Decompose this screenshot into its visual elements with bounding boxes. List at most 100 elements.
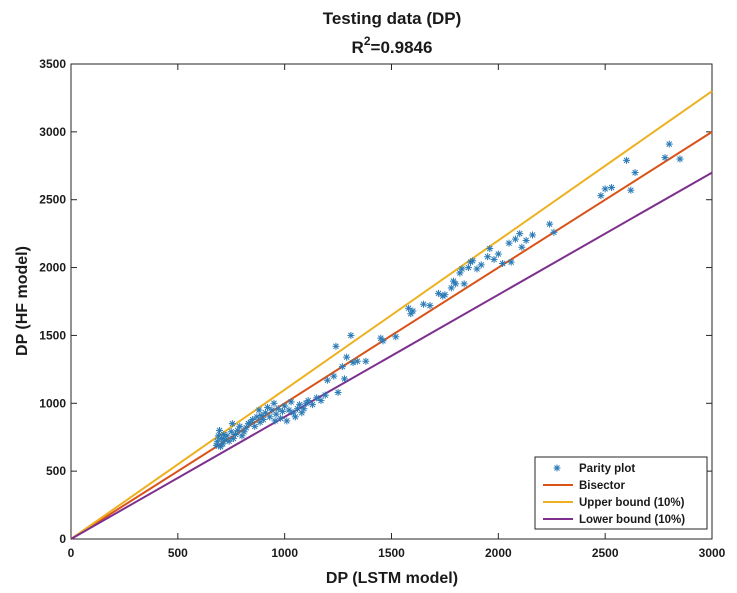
parity-point [379,337,387,345]
parity-point [213,437,221,445]
parity-point [236,422,244,430]
parity-point [522,236,530,244]
parity-point [494,250,502,258]
chart-title-line1: Testing data (DP) [323,9,462,28]
parity-point [308,401,316,409]
parity-point [511,235,519,243]
parity-point [266,413,274,421]
parity-point [460,280,468,288]
parity-point [330,372,338,380]
legend-label: Upper bound (10%) [579,497,685,509]
parity-point [340,375,348,383]
parity-point [271,417,279,425]
parity-point [486,245,494,253]
parity-point [313,394,321,402]
legend-item-bisector: Bisector [543,480,626,492]
x-tick-label: 500 [168,546,188,560]
parity-point [300,405,308,413]
parity-point [546,220,554,228]
x-tick-label: 1500 [378,546,405,560]
legend-marker [553,464,561,472]
parity-point [255,406,263,414]
y-tick-label: 3500 [39,57,66,71]
parity-point [287,398,295,406]
parity-point [362,357,370,365]
parity-point [661,154,669,162]
parity-point [279,407,287,415]
parity-point [608,184,616,191]
x-tick-label: 0 [68,546,75,560]
x-axis-label: DP (LSTM model) [326,570,458,587]
parity-point [291,413,299,421]
legend-box [534,456,708,530]
x-tick-label: 2500 [592,546,619,560]
parity-point [499,260,507,267]
parity-point [219,440,227,448]
parity-point [353,357,361,365]
parity-point [227,428,235,436]
parity-point [477,261,485,269]
parity-point [529,231,537,239]
legend-label: Bisector [579,480,626,492]
parity-point [458,265,466,273]
parity-point [323,376,331,384]
legend-item-lower-bound-10: Lower bound (10%) [543,514,685,526]
legend-item-parity-plot: Parity plot [553,463,635,475]
y-tick-label: 500 [46,464,66,478]
parity-point [392,333,400,341]
parity-point [317,397,325,405]
parity-point [665,140,673,148]
parity-point [223,432,231,440]
parity-point [426,302,434,310]
parity-point [272,410,280,418]
parity-point [676,155,684,163]
parity-point [420,300,428,308]
legend: Parity plot Bisector Upper bound (10%) Lowe… [534,456,708,530]
parity-point [469,257,477,265]
parity-point [343,353,351,361]
parity-point [251,422,259,430]
parity-point [597,192,605,200]
legend-label: Parity plot [579,463,635,475]
parity-point [490,255,498,263]
parity-point [518,243,526,251]
parity-point [409,307,417,315]
bisector-line [70,131,713,540]
y-axis-label: DP (HF model) [14,246,31,356]
title-r-symbol: R [352,38,364,57]
axis-ticks: 0 500 1000 1500 2000 2500 3000 0 500 1000 1500 2000… [39,57,725,560]
parity-point [304,397,312,405]
parity-point [516,230,524,238]
y-tick-label: 2500 [39,193,66,207]
parity-point [332,342,340,350]
parity-point [274,405,282,413]
lower-bound-10-line [70,171,713,540]
parity-point [270,399,278,407]
parity-point [464,264,472,272]
y-tick-label: 1000 [39,396,66,410]
parity-point [627,186,635,194]
parity-point [338,363,346,371]
parity-point [507,258,515,266]
parity-point [276,414,284,422]
parity-point [484,253,492,261]
parity-point [452,280,460,288]
legend-label: Lower bound (10%) [579,514,685,526]
parity-point [631,169,639,177]
title-superscript: 2 [364,34,371,48]
y-tick-label: 3000 [39,125,66,139]
title-r2-value: =0.9846 [371,38,433,57]
parity-point [505,239,513,247]
parity-point [321,391,329,399]
y-tick-label: 2000 [39,261,66,275]
parity-point [249,416,257,424]
series-lines [70,90,713,540]
parity-point [623,156,631,164]
parity-point [225,437,233,445]
parity-point [334,388,342,396]
x-tick-label: 3000 [699,546,726,560]
parity-point [441,291,449,299]
parity-point [259,416,267,424]
upper-bound-10-line [70,90,713,540]
